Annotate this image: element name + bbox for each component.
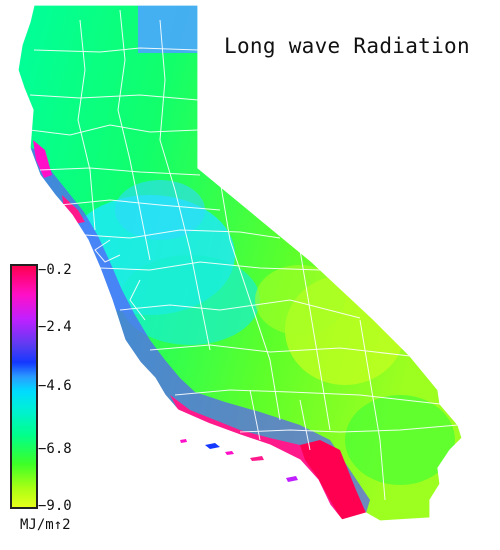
county-boundaries <box>29 9 459 501</box>
legend-tick-label: −9.0 <box>38 498 72 514</box>
legend-units-label: MJ/m↑2 <box>20 517 71 533</box>
legend-tick-label: −2.4 <box>38 319 72 335</box>
color-legend <box>10 264 38 509</box>
legend-color-bar <box>12 266 36 507</box>
channel-islands <box>180 439 298 482</box>
radiation-pattern <box>30 5 455 520</box>
map-title: Long wave Radiation <box>224 34 470 58</box>
legend-tick-label: −4.6 <box>38 378 72 394</box>
legend-tick-label: −6.8 <box>38 441 72 457</box>
legend-tick-label: −0.2 <box>38 262 72 278</box>
